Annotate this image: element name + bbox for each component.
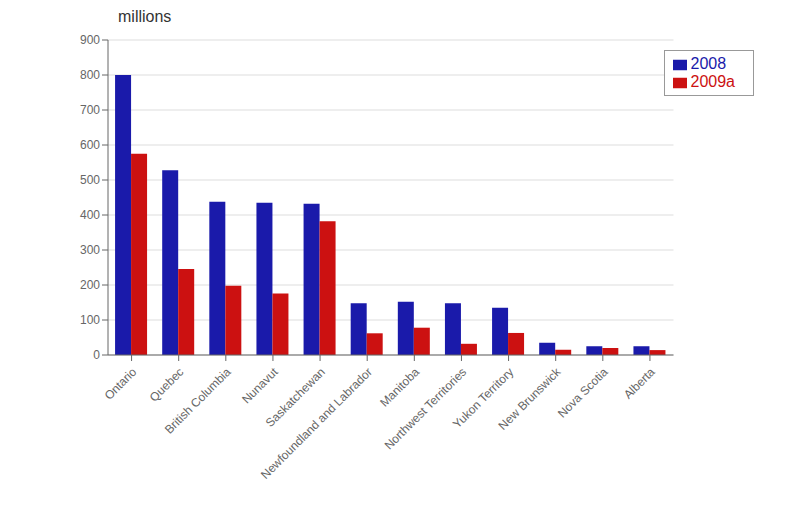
- svg-text:British Columbia: British Columbia: [162, 365, 234, 437]
- svg-text:100: 100: [80, 313, 100, 327]
- html-text:2008: 2008: [690, 55, 727, 72]
- svg-text:200: 200: [80, 278, 100, 292]
- svg-text:900: 900: [80, 33, 100, 47]
- svg-text:800: 800: [80, 68, 100, 82]
- svg-text:Ontario: Ontario: [102, 365, 140, 403]
- svg-text:Saskatchewan: Saskatchewan: [262, 364, 328, 430]
- svg-text:Quebec: Quebec: [147, 365, 187, 405]
- svg-text:300: 300: [80, 243, 100, 257]
- svg-text:500: 500: [80, 173, 100, 187]
- svg-text:Nunavut: Nunavut: [239, 364, 281, 406]
- svg-text:Northwest Territories: Northwest Territories: [382, 365, 470, 453]
- svg-text:Manitoba: Manitoba: [377, 365, 422, 410]
- svg-text:700: 700: [80, 103, 100, 117]
- svg-text:Nova Scotia: Nova Scotia: [555, 365, 611, 421]
- svg-text:Alberta: Alberta: [621, 365, 658, 402]
- svg-text:Newfoundland and Labrador: Newfoundland and Labrador: [258, 365, 375, 482]
- html-text:millions: millions: [118, 8, 172, 25]
- svg-text:Yukon Territory: Yukon Territory: [450, 364, 517, 432]
- svg-text:0: 0: [93, 348, 100, 362]
- html-text:2009a: 2009a: [690, 73, 735, 90]
- svg-text:600: 600: [80, 138, 100, 152]
- svg-text:400: 400: [80, 208, 100, 222]
- svg-text:New Brunswick: New Brunswick: [496, 364, 565, 433]
